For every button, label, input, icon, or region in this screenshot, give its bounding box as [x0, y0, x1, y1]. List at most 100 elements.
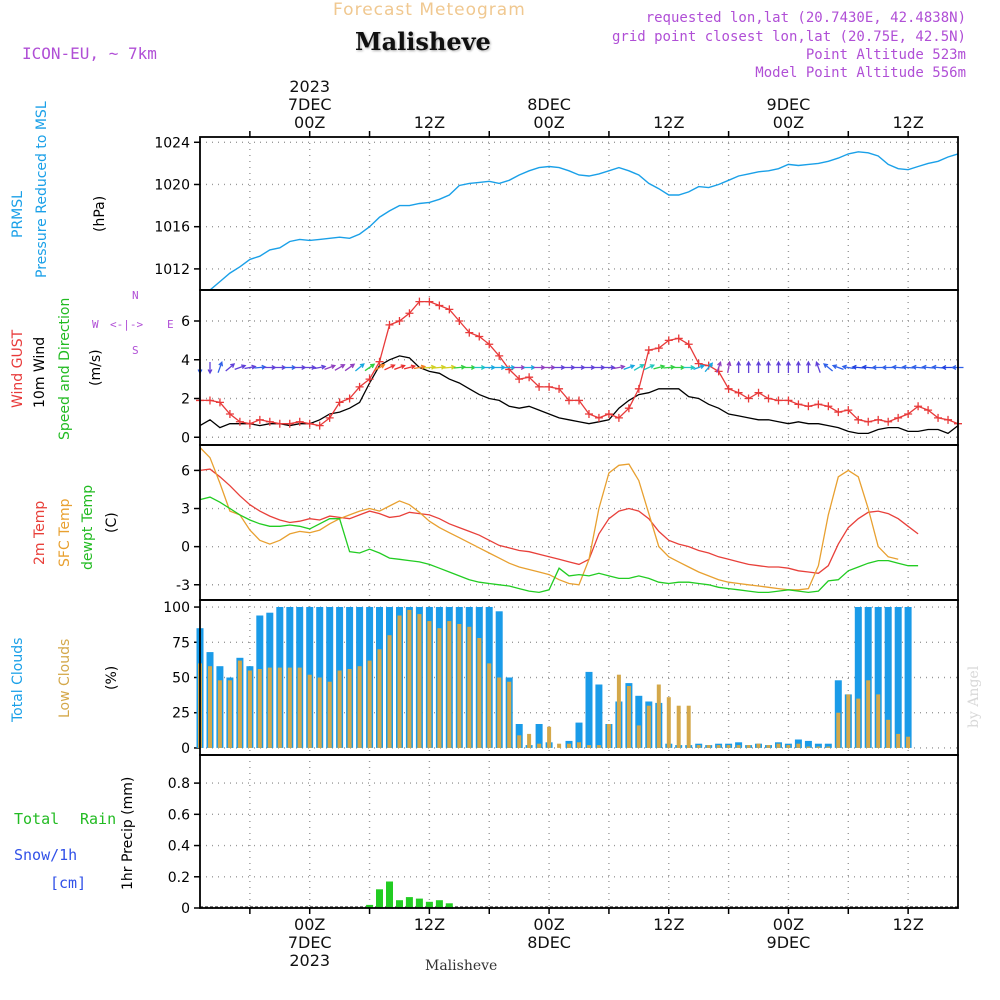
- low-cloud-bar: [716, 745, 721, 748]
- gust-point: [325, 413, 334, 422]
- gust-point: [555, 384, 564, 393]
- wind-direction-arrow: [693, 364, 706, 371]
- gust-point: [874, 415, 883, 424]
- y-tick-label: 50: [172, 671, 190, 687]
- gust-point: [904, 410, 913, 418]
- wind-direction-arrow: [533, 365, 546, 370]
- total-cloud-bar: [585, 671, 593, 748]
- watermark: by Angel: [966, 665, 982, 728]
- low-cloud-bar: [756, 743, 761, 748]
- wind-direction-arrow: [324, 364, 337, 371]
- wind-direction-arrow: [473, 365, 487, 370]
- gust-point: [425, 297, 434, 306]
- y-tick-label: 4: [181, 353, 190, 369]
- y-tick-label: 1016: [154, 220, 190, 236]
- low-cloud-bar: [447, 621, 452, 748]
- wind-direction-arrow: [354, 363, 365, 372]
- low-cloud-bar: [507, 681, 512, 748]
- wind-direction-arrow: [294, 365, 307, 370]
- wind-direction-arrow: [304, 365, 317, 370]
- wind-unit: (m/s): [88, 349, 104, 386]
- gust-point: [844, 406, 853, 415]
- sfc-temp-line: [199, 447, 899, 591]
- precip-rain-label: Rain: [80, 810, 117, 828]
- gust-point: [734, 388, 743, 397]
- low-cloud-bar: [307, 674, 312, 748]
- time-label-bottom: 9DEC: [767, 933, 811, 952]
- low-cloud-bar: [626, 686, 631, 748]
- panel-frame-temp: [199, 444, 959, 601]
- low-cloud-bar: [826, 746, 831, 748]
- low-cloud-bar: [776, 743, 781, 748]
- panel-frame-pressure: [199, 136, 959, 291]
- gust-point: [485, 340, 494, 349]
- wind-direction-arrow: [815, 361, 821, 373]
- y-tick-label: -3: [176, 578, 190, 594]
- wind-direction-arrow: [374, 364, 386, 371]
- wind-direction-arrow: [463, 365, 477, 370]
- wind-direction-arrow: [823, 363, 834, 372]
- gust-point: [804, 402, 813, 411]
- gust-point: [834, 408, 843, 417]
- time-label-top: 8DEC: [527, 95, 571, 114]
- total-cloud-bar: [864, 607, 872, 748]
- gust-point: [255, 415, 264, 424]
- low-cloud-bar: [208, 666, 212, 748]
- low-cloud-bar: [786, 745, 791, 748]
- point-altitude: Point Altitude 523m: [805, 47, 966, 63]
- low-cloud-bar: [357, 666, 362, 748]
- low-clouds-label: Low Clouds: [57, 638, 73, 718]
- gust-point: [924, 406, 933, 415]
- low-cloud-bar: [696, 745, 701, 748]
- low-cloud-bar: [726, 745, 731, 748]
- low-cloud-bar: [497, 677, 502, 748]
- rain-bar: [425, 901, 433, 908]
- y-tick-label: 0.8: [168, 776, 190, 792]
- low-cloud-bar: [836, 712, 841, 748]
- y-tick-label: 25: [172, 706, 190, 722]
- gust-point: [654, 344, 663, 353]
- wind-direction-arrow: [344, 363, 356, 372]
- low-cloud-bar: [796, 743, 801, 748]
- low-cloud-bar: [686, 705, 691, 748]
- wind-direction-arrow: [704, 362, 714, 373]
- low-cloud-bar: [577, 742, 581, 748]
- low-cloud-bar: [407, 609, 412, 748]
- gust-point: [235, 417, 244, 426]
- rain-bar: [396, 900, 403, 908]
- gust-point: [764, 394, 773, 403]
- gust-point: [205, 396, 214, 405]
- gust-point: [375, 357, 384, 366]
- model-label: ICON-EU, ~ 7km: [22, 44, 157, 63]
- gust-point: [754, 388, 763, 397]
- wind-dir-label: Speed and Direction: [57, 297, 73, 440]
- gust-point: [914, 402, 923, 411]
- low-cloud-bar: [537, 743, 542, 748]
- wind-direction-arrow: [274, 365, 287, 370]
- low-cloud-bar: [816, 746, 821, 748]
- total-cloud-bar: [884, 607, 892, 748]
- total-cloud-bar: [894, 607, 902, 748]
- gust-point: [275, 419, 284, 428]
- wind-direction-arrow: [653, 364, 666, 370]
- low-cloud-bar: [856, 698, 861, 748]
- temp-unit: (C): [104, 512, 120, 533]
- temp2m-label: 2m Temp: [32, 500, 48, 565]
- wind-direction-arrow: [776, 360, 781, 373]
- total-cloud-bar: [575, 722, 583, 748]
- low-cloud-bar: [706, 745, 711, 748]
- wind-direction-arrow: [766, 360, 771, 373]
- compass-s: S: [132, 344, 139, 357]
- low-cloud-bar: [806, 746, 811, 748]
- low-cloud-bar: [606, 724, 611, 748]
- gust-point: [584, 410, 593, 418]
- low-cloud-bar: [377, 649, 382, 748]
- low-cloud-bar: [387, 635, 392, 748]
- low-cloud-bar: [517, 735, 522, 748]
- wind-speed-line: [199, 355, 959, 435]
- gust-point: [465, 328, 474, 337]
- y-tick-label: 0.2: [168, 870, 190, 886]
- total-cloud-bar: [804, 740, 812, 748]
- wind-direction-arrow: [563, 365, 576, 370]
- gust-point: [814, 400, 823, 409]
